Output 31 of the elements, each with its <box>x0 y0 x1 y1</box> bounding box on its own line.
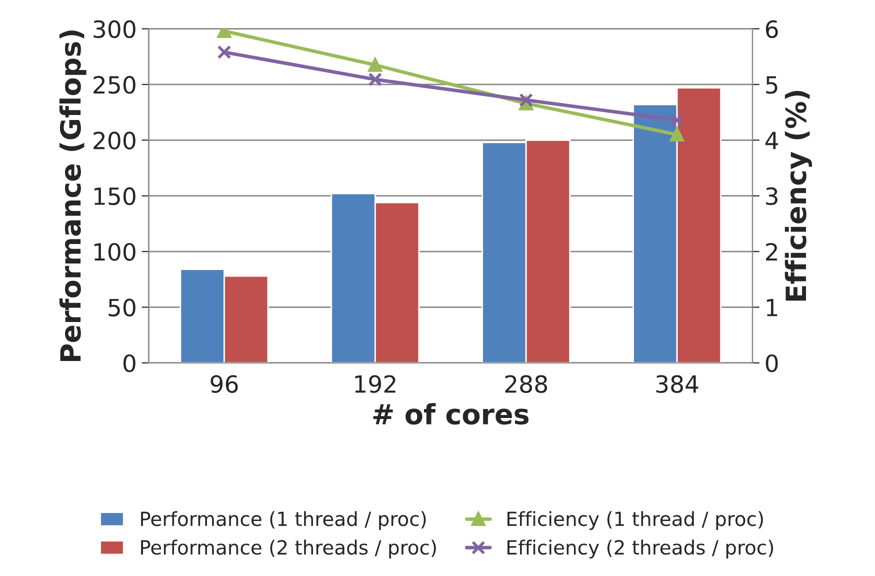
y-axis-title: Performance (Gflops) <box>59 30 86 362</box>
point <box>670 128 684 142</box>
legend-label: Performance (2 threads / proc) <box>141 540 436 558</box>
x-tick-label: 384 <box>656 375 698 393</box>
y-tick-label: 100 <box>94 242 136 261</box>
x-tick-label: 96 <box>210 375 238 393</box>
y-tick-label: 150 <box>94 187 136 206</box>
x-tick-label: 288 <box>505 375 548 393</box>
y2-tick-label: 4 <box>765 132 778 150</box>
point <box>368 72 382 86</box>
point <box>217 45 232 60</box>
y2-tick-label: 5 <box>766 76 778 94</box>
y-tick-label: 0 <box>123 354 136 372</box>
x-tick-label: 192 <box>355 375 396 393</box>
y2-tick-label: 2 <box>766 242 777 260</box>
point <box>519 93 534 108</box>
point <box>368 58 382 72</box>
legend-label: Efficiency (1 thread / proc) <box>508 511 763 530</box>
y2-tick-label: 1 <box>766 298 778 316</box>
y2-tick-label: 3 <box>766 187 778 206</box>
legend-label: Performance (1 thread / proc) <box>141 511 426 530</box>
y-tick-label: 50 <box>108 298 136 317</box>
y2-axis-title: Efficiency (%) <box>784 90 812 301</box>
y-tick-label: 250 <box>94 76 136 94</box>
y-tick-label: 200 <box>94 132 136 150</box>
y2-tick-label: 6 <box>766 20 778 38</box>
y-tick-label: 300 <box>94 20 136 38</box>
y2-tick-label: 0 <box>766 354 778 372</box>
point <box>670 113 684 128</box>
legend-label: Efficiency (2 threads / proc) <box>508 540 774 558</box>
x-axis-title: # of cores <box>373 403 529 425</box>
